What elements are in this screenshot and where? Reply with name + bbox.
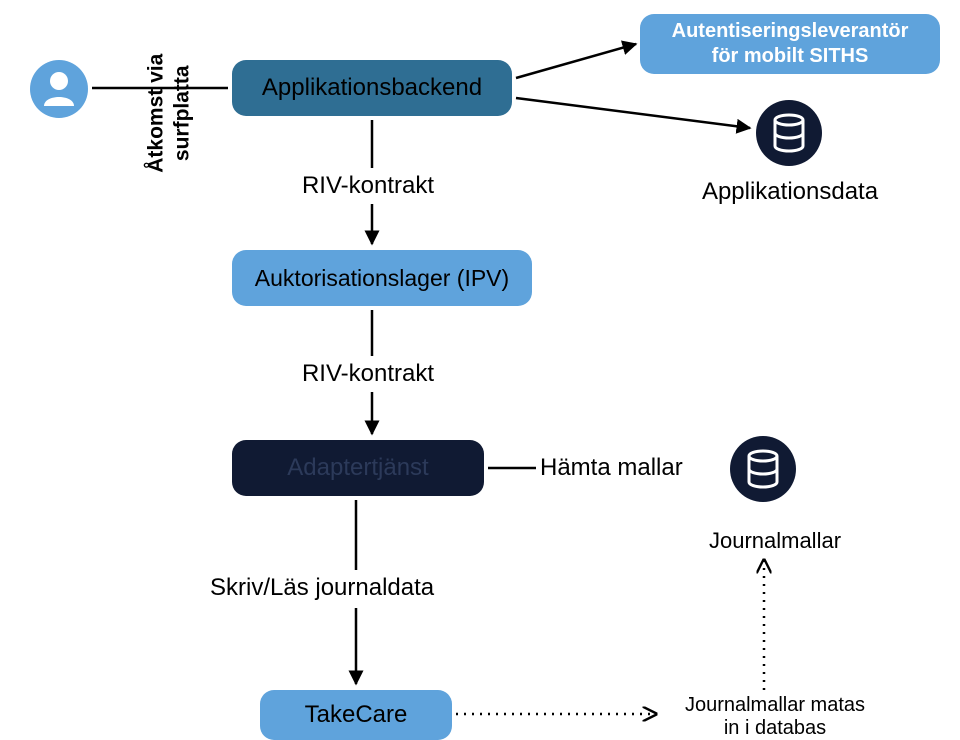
user-icon [30, 60, 88, 118]
templates-fed-label: Journalmallar matas in i databas [660, 694, 890, 740]
takecare-label: TakeCare [305, 700, 408, 730]
adapter-service-label: Adaptertjänst [287, 453, 428, 483]
edge [516, 44, 636, 78]
app-data-db-icon [756, 100, 822, 166]
app-backend-label: Applikationsbackend [262, 73, 482, 103]
write-read-journal-label: Skriv/Läs journaldata [210, 574, 470, 602]
user-icon-head [50, 72, 68, 90]
access-via-tablet-text: Åtkomst via surfplatta [144, 53, 197, 172]
riv-contract-label-1: RIV-kontrakt [268, 172, 468, 200]
adapter-service-box: Adaptertjänst [232, 440, 484, 496]
app-data-label: Applikationsdata [680, 178, 900, 206]
journal-templates-db-icon [730, 436, 796, 502]
journal-templates-label: Journalmallar [690, 528, 860, 554]
auth-provider-label: Autentiseringsleverantör för mobilt SITH… [672, 19, 909, 69]
fetch-templates-label: Hämta mallar [540, 454, 710, 482]
authorization-layer-box: Auktorisationslager (IPV) [232, 250, 532, 306]
app-backend-box: Applikationsbackend [232, 60, 512, 116]
auth-provider-box: Autentiseringsleverantör för mobilt SITH… [640, 14, 940, 74]
authorization-layer-label: Auktorisationslager (IPV) [255, 264, 509, 293]
riv-contract-label-2: RIV-kontrakt [268, 360, 468, 388]
access-via-tablet-label: Åtkomst via surfplatta [140, 18, 200, 208]
edge [516, 98, 750, 128]
